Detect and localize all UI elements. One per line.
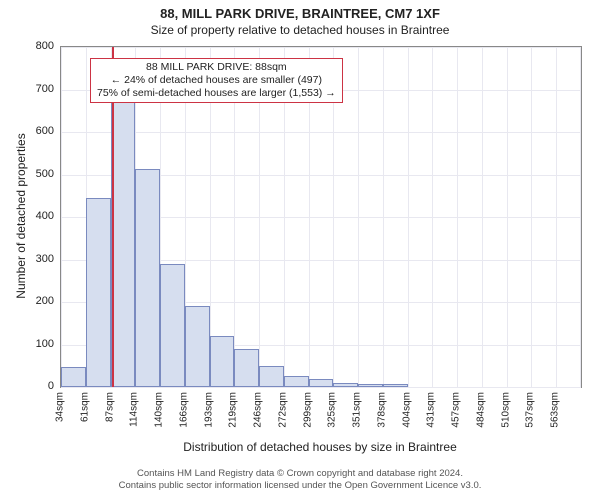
histogram-bar (185, 306, 210, 387)
gridline-v (556, 47, 557, 387)
histogram-bar (333, 383, 358, 387)
gridline-v (358, 47, 359, 387)
xtick-label: 166sqm (178, 392, 189, 428)
xtick-label: 87sqm (104, 392, 115, 422)
gridline-v (531, 47, 532, 387)
xtick-label: 510sqm (500, 392, 511, 428)
xtick-label: 34sqm (55, 392, 66, 422)
xtick-label: 219sqm (228, 392, 239, 428)
gridline-v (408, 47, 409, 387)
y-axis-label: Number of detached properties (14, 46, 28, 386)
gridline-v (61, 47, 62, 387)
xtick-label: 61sqm (79, 392, 90, 422)
chart-container: 88, MILL PARK DRIVE, BRAINTREE, CM7 1XF … (0, 0, 600, 500)
histogram-bar (234, 349, 259, 387)
annotation-line: ← 24% of detached houses are smaller (49… (97, 74, 336, 87)
xtick-label: 537sqm (525, 392, 536, 428)
gridline-v (432, 47, 433, 387)
histogram-bar (86, 198, 111, 387)
footer-line: Contains HM Land Registry data © Crown c… (0, 468, 600, 480)
gridline-v (507, 47, 508, 387)
histogram-bar (383, 384, 408, 387)
xtick-label: 404sqm (401, 392, 412, 428)
page-title: 88, MILL PARK DRIVE, BRAINTREE, CM7 1XF (0, 0, 600, 21)
histogram-bar (61, 367, 86, 387)
gridline-h (61, 47, 581, 48)
annotation-box: 88 MILL PARK DRIVE: 88sqm← 24% of detach… (90, 58, 343, 103)
xtick-label: 140sqm (154, 392, 165, 428)
xtick-label: 563sqm (550, 392, 561, 428)
xtick-label: 378sqm (376, 392, 387, 428)
page-subtitle: Size of property relative to detached ho… (0, 21, 600, 37)
histogram-bar (309, 379, 334, 387)
gridline-h (61, 387, 581, 388)
xtick-label: 484sqm (475, 392, 486, 428)
gridline-v (457, 47, 458, 387)
xtick-label: 114sqm (129, 392, 140, 427)
xtick-label: 457sqm (451, 392, 462, 428)
histogram-bar (135, 169, 160, 387)
xtick-label: 351sqm (352, 392, 363, 428)
gridline-v (383, 47, 384, 387)
gridline-v (482, 47, 483, 387)
xtick-label: 246sqm (253, 392, 264, 428)
histogram-bar (358, 384, 383, 387)
annotation-line: 88 MILL PARK DRIVE: 88sqm (97, 61, 336, 74)
xtick-label: 193sqm (203, 392, 214, 428)
xtick-label: 431sqm (426, 392, 437, 428)
histogram-bar (259, 366, 284, 387)
histogram-bar (111, 73, 136, 388)
histogram-bar (210, 336, 235, 387)
footer-attribution: Contains HM Land Registry data © Crown c… (0, 468, 600, 492)
footer-line: Contains public sector information licen… (0, 480, 600, 492)
histogram-bar (284, 376, 309, 387)
gridline-h (61, 132, 581, 133)
xtick-label: 272sqm (277, 392, 288, 428)
x-axis-label: Distribution of detached houses by size … (60, 440, 580, 454)
histogram-bar (160, 264, 185, 387)
xtick-label: 325sqm (327, 392, 338, 428)
xtick-label: 299sqm (302, 392, 313, 428)
annotation-line: 75% of semi-detached houses are larger (… (97, 87, 336, 100)
